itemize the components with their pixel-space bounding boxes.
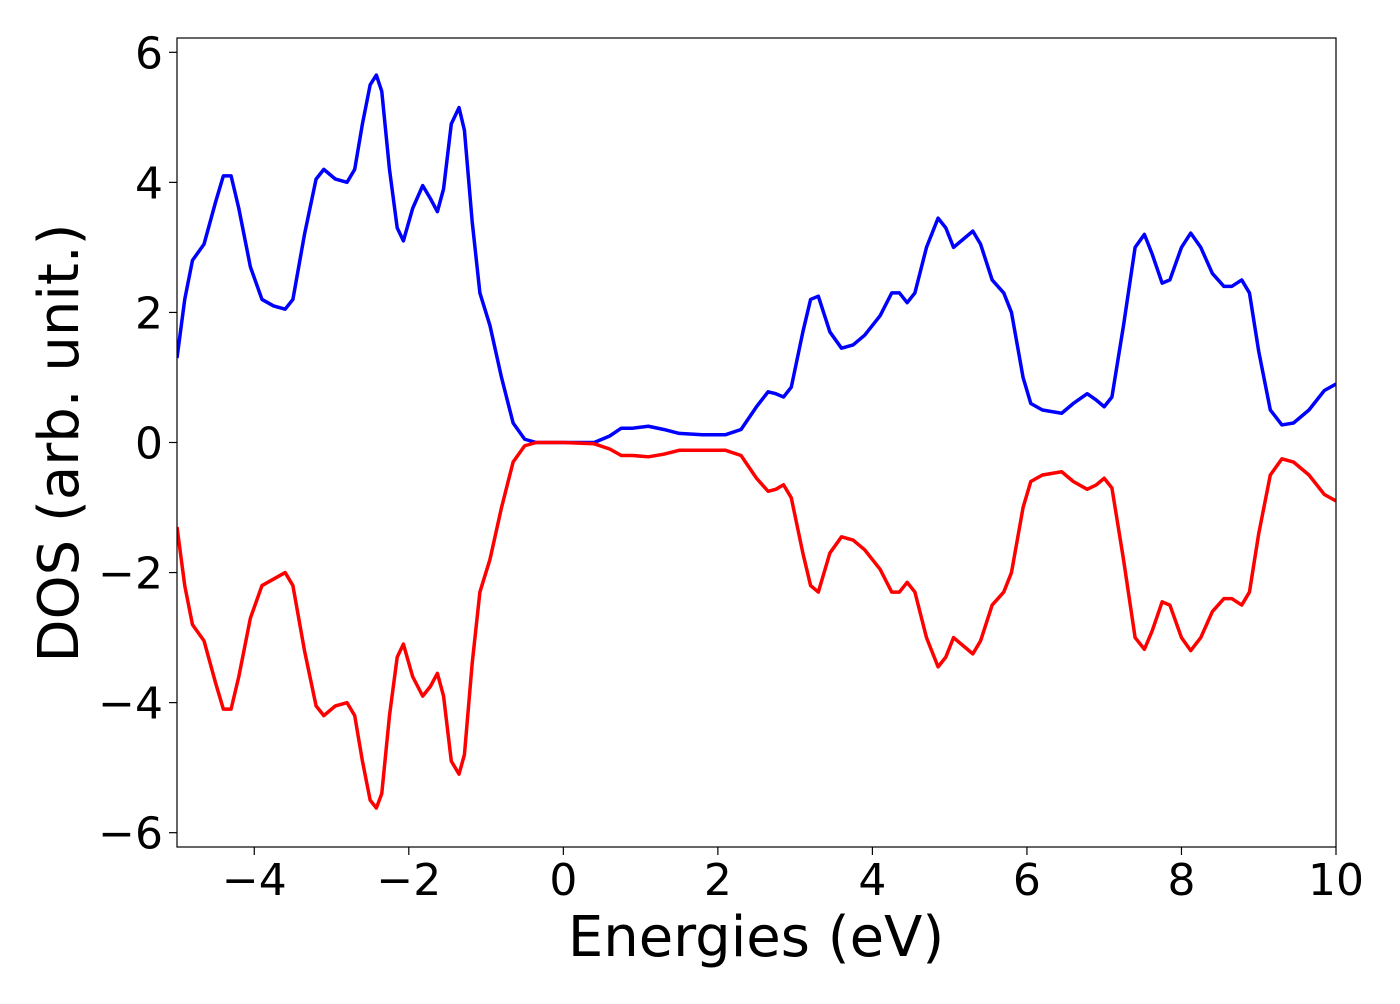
y-axis-label: DOS (arb. unit.) (27, 223, 92, 662)
x-tick-label: 10 (1308, 855, 1364, 906)
y-tick-label: 0 (135, 419, 163, 470)
x-axis-label: Energies (eV) (568, 905, 944, 970)
x-tick-label: 6 (1013, 855, 1041, 906)
y-tick-label: 6 (135, 28, 163, 79)
plot-area (177, 73, 1336, 810)
x-tick-label: 4 (858, 855, 886, 906)
x-tick-label: 8 (1167, 855, 1195, 906)
y-tick-label: −2 (98, 549, 163, 600)
x-tick-label: −4 (222, 855, 287, 906)
y-tick-label: 2 (135, 288, 163, 339)
y-tick-label: −6 (98, 809, 163, 860)
x-tick-label: 0 (549, 855, 577, 906)
dos-line (177, 73, 1336, 445)
y-tick-label: 4 (135, 158, 163, 209)
dos-line (177, 440, 1336, 810)
y-tick-label: −4 (98, 679, 163, 730)
x-tick-label: 2 (704, 855, 732, 906)
x-tick-label: −2 (376, 855, 441, 906)
